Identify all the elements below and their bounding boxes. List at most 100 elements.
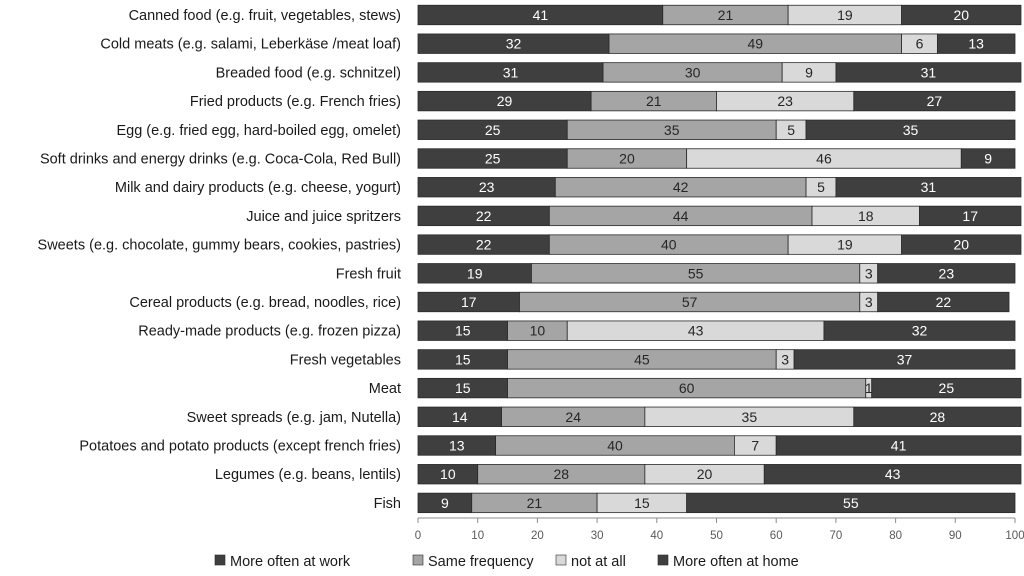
data-label: 13 — [449, 438, 465, 454]
legend-swatch — [657, 554, 669, 566]
x-tick-label: 10 — [471, 530, 484, 542]
data-label: 15 — [455, 323, 471, 339]
x-tick-label: 20 — [531, 530, 544, 542]
data-label: 31 — [921, 64, 937, 80]
data-label: 23 — [777, 93, 793, 109]
x-tick-label: 30 — [591, 530, 604, 542]
x-tick-label: 40 — [650, 530, 663, 542]
data-label: 18 — [858, 208, 874, 224]
x-tick-label: 100 — [1005, 530, 1024, 542]
data-label: 41 — [891, 438, 907, 454]
category-label: Sweet spreads (e.g. jam, Nutella) — [187, 410, 401, 426]
category-label: Legumes (e.g. beans, lentils) — [215, 467, 401, 483]
data-label: 19 — [837, 237, 853, 253]
bar-segment — [877, 291, 1010, 313]
bar-segment — [901, 234, 1022, 255]
category-label: Fish — [374, 496, 401, 512]
data-label: 40 — [607, 438, 623, 454]
category-label: Sweets (e.g. chocolate, gummy bears, coo… — [38, 238, 401, 254]
legend-swatch — [412, 554, 424, 566]
category-label: Fresh fruit — [336, 266, 401, 282]
data-label: 24 — [565, 409, 581, 425]
bar-segment — [763, 464, 1022, 485]
legend-swatch — [555, 554, 567, 566]
category-label: Juice and juice spritzers — [246, 209, 401, 225]
x-tick-label: 70 — [830, 530, 843, 542]
data-label: 13 — [968, 36, 984, 52]
bar-segment — [936, 33, 1016, 54]
category-label: Fried products (e.g. French fries) — [190, 94, 401, 110]
bar-segment — [853, 406, 1022, 427]
data-label: 15 — [634, 495, 650, 511]
category-labels: Canned food (e.g. fruit, vegetables, ste… — [38, 8, 401, 512]
data-label: 28 — [930, 409, 946, 425]
bar-segment — [793, 349, 1016, 370]
category-label: Egg (e.g. fried egg, hard-boiled egg, om… — [116, 123, 401, 139]
x-tick-label: 90 — [949, 530, 962, 542]
data-label: 40 — [661, 237, 677, 253]
data-label: 14 — [452, 409, 468, 425]
legend-label: More often at work — [230, 554, 351, 570]
category-label: Canned food (e.g. fruit, vegetables, ste… — [129, 8, 401, 24]
data-label: 55 — [688, 265, 704, 281]
data-label: 20 — [697, 466, 713, 482]
data-label: 43 — [885, 466, 901, 482]
bar-segment — [835, 177, 1022, 198]
data-label: 19 — [837, 7, 853, 23]
data-label: 43 — [688, 323, 704, 339]
data-label: 21 — [646, 93, 662, 109]
data-label: 19 — [467, 265, 483, 281]
data-label: 28 — [553, 466, 569, 482]
data-label: 35 — [742, 409, 758, 425]
data-label: 45 — [634, 351, 650, 367]
data-label: 57 — [682, 294, 698, 310]
x-tick-label: 60 — [770, 530, 783, 542]
data-label: 9 — [805, 64, 813, 80]
data-label: 25 — [485, 122, 501, 138]
data-label: 5 — [817, 179, 825, 195]
data-label: 17 — [962, 208, 978, 224]
x-tick-label: 80 — [889, 530, 902, 542]
data-label: 29 — [497, 93, 513, 109]
data-label: 41 — [533, 7, 549, 23]
data-label: 5 — [787, 122, 795, 138]
legend: More often at work Same frequency not at a… — [214, 554, 799, 570]
data-label: 21 — [527, 495, 543, 511]
data-label: 17 — [461, 294, 477, 310]
category-label: Soft drinks and energy drinks (e.g. Coca… — [40, 152, 401, 168]
legend-label: More often at home — [673, 554, 799, 570]
data-label: 23 — [939, 265, 955, 281]
data-label: 20 — [619, 151, 635, 167]
data-label: 44 — [673, 208, 689, 224]
data-label: 22 — [476, 237, 492, 253]
data-label: 22 — [936, 294, 952, 310]
bar-segment — [960, 148, 1016, 169]
data-label: 30 — [685, 64, 701, 80]
x-tick-label: 50 — [710, 530, 723, 542]
data-label: 31 — [503, 64, 519, 80]
category-label: Ready-made products (e.g. frozen pizza) — [138, 324, 401, 340]
data-label: 3 — [865, 265, 873, 281]
data-label: 10 — [530, 323, 546, 339]
data-label: 3 — [865, 294, 873, 310]
legend-label: not at all — [571, 554, 626, 570]
data-label: 6 — [916, 36, 924, 52]
data-label: 37 — [897, 351, 913, 367]
bar-segment — [823, 320, 1016, 341]
data-label: 60 — [679, 380, 695, 396]
data-label: 35 — [664, 122, 680, 138]
bar-segment — [871, 377, 1022, 399]
data-label: 22 — [476, 208, 492, 224]
data-label: 23 — [479, 179, 495, 195]
bar-segment — [805, 119, 1016, 140]
data-label: 10 — [440, 466, 456, 482]
data-label: 9 — [441, 495, 449, 511]
legend-swatch — [214, 554, 226, 566]
category-label: Meat — [369, 381, 401, 397]
category-label: Cold meats (e.g. salami, Leberkäse /meat… — [100, 37, 401, 53]
data-label: 15 — [455, 380, 471, 396]
data-label: 49 — [748, 36, 764, 52]
bar-segment — [919, 205, 1022, 227]
